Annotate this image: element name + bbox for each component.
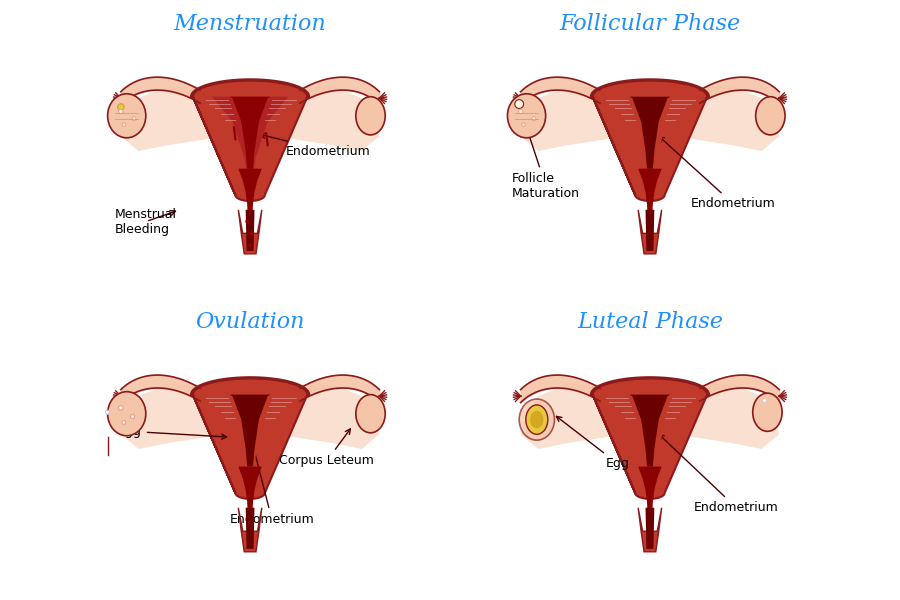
Polygon shape: [238, 169, 262, 215]
Ellipse shape: [522, 123, 526, 126]
Ellipse shape: [515, 100, 524, 109]
Ellipse shape: [108, 94, 146, 138]
Text: Menstruation: Menstruation: [174, 13, 327, 35]
Ellipse shape: [108, 392, 146, 436]
Ellipse shape: [130, 415, 135, 419]
Text: Endometrium: Endometrium: [260, 133, 370, 158]
Polygon shape: [246, 508, 255, 549]
Polygon shape: [230, 395, 271, 467]
Ellipse shape: [756, 97, 785, 135]
Polygon shape: [230, 97, 271, 169]
Ellipse shape: [119, 406, 123, 410]
Polygon shape: [592, 80, 707, 201]
Ellipse shape: [246, 219, 249, 224]
Polygon shape: [193, 379, 308, 499]
Text: Endometrium: Endometrium: [659, 136, 776, 211]
Polygon shape: [121, 385, 241, 449]
Ellipse shape: [356, 395, 385, 433]
Ellipse shape: [105, 410, 110, 414]
Ellipse shape: [122, 421, 125, 424]
Polygon shape: [200, 97, 300, 175]
Ellipse shape: [508, 94, 545, 138]
Text: Corpus Leteum: Corpus Leteum: [280, 429, 374, 467]
Polygon shape: [659, 86, 779, 151]
Polygon shape: [246, 210, 255, 251]
Ellipse shape: [752, 393, 782, 431]
Text: Follicular Phase: Follicular Phase: [560, 13, 741, 35]
Polygon shape: [259, 385, 379, 449]
Polygon shape: [592, 379, 707, 499]
Ellipse shape: [119, 109, 123, 113]
Text: Egg: Egg: [556, 416, 630, 470]
Polygon shape: [629, 97, 670, 169]
Ellipse shape: [122, 123, 125, 126]
Polygon shape: [638, 508, 662, 552]
Ellipse shape: [356, 97, 385, 135]
Text: Endometrium: Endometrium: [659, 434, 778, 514]
Ellipse shape: [250, 230, 253, 236]
Polygon shape: [238, 210, 262, 254]
Polygon shape: [200, 395, 300, 472]
Polygon shape: [238, 467, 262, 514]
Polygon shape: [521, 385, 641, 449]
Text: Endometrium: Endometrium: [230, 439, 314, 526]
Text: Ovulation: Ovulation: [195, 311, 305, 333]
Text: Luteal Phase: Luteal Phase: [577, 311, 723, 333]
Text: Egg: Egg: [118, 425, 227, 439]
Polygon shape: [193, 80, 308, 201]
Polygon shape: [121, 86, 241, 151]
Polygon shape: [638, 210, 662, 254]
Polygon shape: [645, 508, 654, 549]
Text: Menstrual
Bleeding: Menstrual Bleeding: [115, 208, 177, 236]
Ellipse shape: [530, 411, 544, 428]
Polygon shape: [638, 169, 662, 215]
Ellipse shape: [118, 104, 124, 110]
Ellipse shape: [518, 109, 523, 113]
Polygon shape: [638, 467, 662, 514]
Polygon shape: [238, 508, 262, 552]
Ellipse shape: [248, 242, 252, 248]
Ellipse shape: [519, 399, 554, 440]
Polygon shape: [600, 97, 700, 175]
Polygon shape: [600, 395, 700, 472]
Polygon shape: [645, 210, 654, 251]
Polygon shape: [629, 395, 670, 467]
Ellipse shape: [532, 117, 536, 121]
Polygon shape: [259, 86, 379, 151]
Ellipse shape: [132, 117, 136, 121]
Polygon shape: [659, 385, 779, 449]
Text: Follicle
Maturation: Follicle Maturation: [512, 131, 580, 200]
Ellipse shape: [526, 405, 548, 434]
Polygon shape: [521, 86, 641, 151]
Ellipse shape: [762, 399, 766, 402]
